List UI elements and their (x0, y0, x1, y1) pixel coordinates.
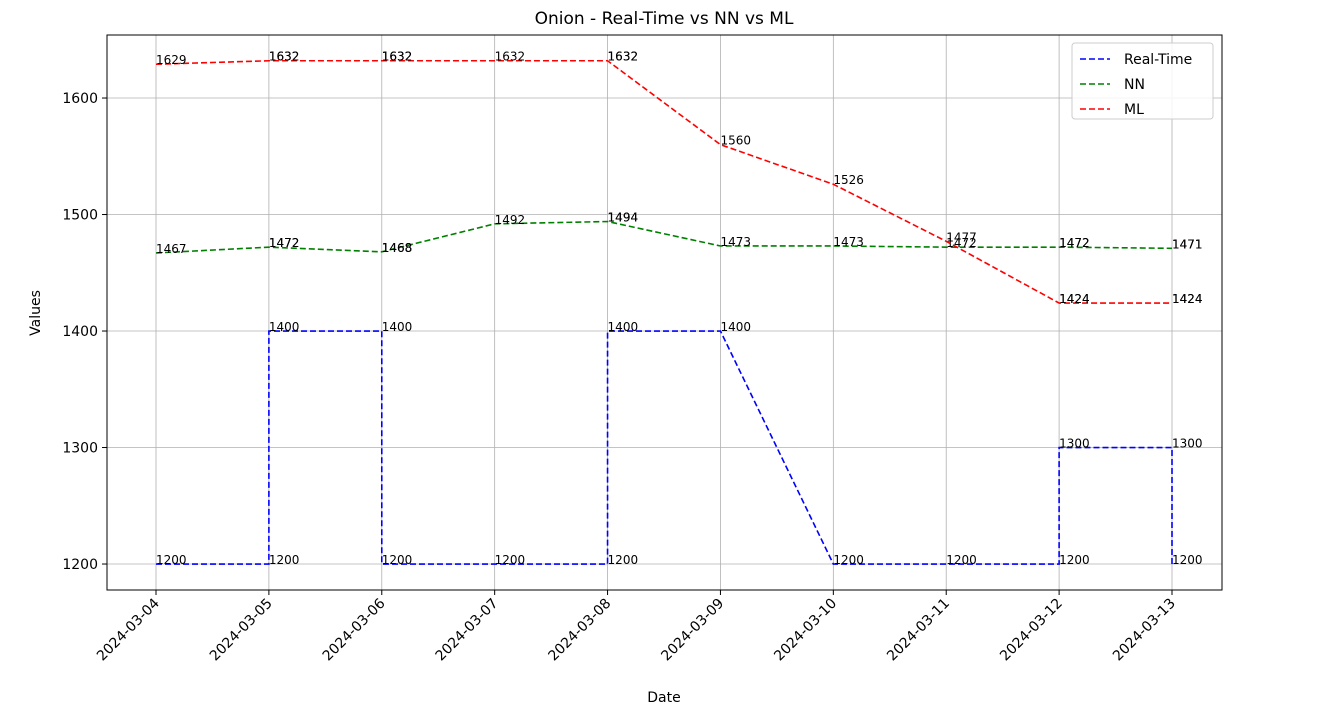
data-label: 1200 (946, 553, 977, 567)
chart-title: Onion - Real-Time vs NN vs ML (535, 9, 794, 29)
data-label: 1471 (1172, 237, 1203, 251)
data-label: 1300 (1059, 437, 1090, 451)
y-axis-label: Values (28, 290, 44, 336)
data-label: 1632 (269, 50, 300, 64)
data-label: 1468 (382, 241, 413, 255)
data-label: 1494 (608, 211, 639, 225)
data-label: 1200 (495, 553, 526, 567)
data-label: 1200 (382, 553, 413, 567)
x-tick-label: 2024-03-12 (997, 596, 1066, 665)
data-label: 1400 (720, 320, 751, 334)
data-label: 1200 (608, 553, 639, 567)
data-label: 1526 (833, 173, 864, 187)
line (155, 220, 1173, 254)
data-label: 1472 (1059, 236, 1090, 250)
line (156, 330, 1173, 565)
x-tick-label: 2024-03-06 (320, 595, 389, 664)
data-label: 1472 (1059, 236, 1090, 250)
data-label: 1492 (495, 213, 526, 227)
x-tick-label: 2024-03-11 (884, 596, 953, 665)
data-label: 1424 (1059, 292, 1090, 306)
legend-label: ML (1124, 102, 1144, 118)
data-label: 1400 (608, 320, 639, 334)
data-label: 1472 (269, 236, 300, 250)
data-label: 1200 (1172, 553, 1203, 567)
y-tick-label: 1200 (62, 557, 98, 573)
x-tick-label: 2024-03-08 (546, 596, 615, 665)
legend-label: NN (1124, 77, 1145, 93)
data-label: 1200 (156, 553, 187, 567)
y-tick-label: 1400 (62, 324, 98, 340)
data-label: 1471 (1172, 237, 1203, 251)
data-label: 1400 (382, 320, 413, 334)
data-label: 1424 (1172, 292, 1203, 306)
x-tick-label: 2024-03-07 (433, 596, 502, 665)
data-label: 1632 (608, 50, 639, 64)
data-label: 1473 (833, 235, 864, 249)
data-label: 1200 (269, 553, 300, 567)
data-label: 1300 (1172, 437, 1203, 451)
data-label: 1632 (382, 50, 413, 64)
data-label: 1424 (1172, 292, 1203, 306)
line (155, 59, 1172, 304)
legend-label: Real-Time (1124, 52, 1192, 68)
x-tick-label: 2024-03-13 (1110, 596, 1179, 665)
x-tick-label: 2024-03-09 (658, 596, 727, 665)
data-label: 1473 (720, 235, 751, 249)
y-tick-label: 1500 (62, 208, 98, 224)
x-tick-label: 2024-03-05 (207, 596, 276, 665)
plot-frame (106, 34, 1223, 591)
data-label: 1629 (156, 53, 187, 67)
data-label: 1632 (608, 50, 639, 64)
data-label: 1494 (608, 211, 639, 225)
data-label: 1424 (1059, 292, 1090, 306)
data-label: 1400 (269, 320, 300, 334)
data-label: 1200 (1059, 553, 1090, 567)
legend-box (1071, 42, 1214, 120)
data-label: 1632 (382, 50, 413, 64)
data-label: 1200 (833, 553, 864, 567)
data-label: 1467 (156, 242, 187, 256)
data-label: 1632 (495, 50, 526, 64)
data-label: 1472 (946, 236, 977, 250)
x-tick-label: 2024-03-10 (771, 596, 840, 665)
data-label: 1632 (269, 50, 300, 64)
x-axis-label: Date (647, 690, 680, 706)
x-tick-label: 2024-03-04 (94, 595, 163, 664)
data-label: 1477 (946, 230, 977, 244)
y-tick-label: 1300 (62, 441, 98, 457)
data-label: 1472 (269, 236, 300, 250)
y-tick-label: 1600 (62, 91, 98, 107)
data-label: 1468 (382, 241, 413, 255)
data-label: 1560 (720, 134, 751, 148)
